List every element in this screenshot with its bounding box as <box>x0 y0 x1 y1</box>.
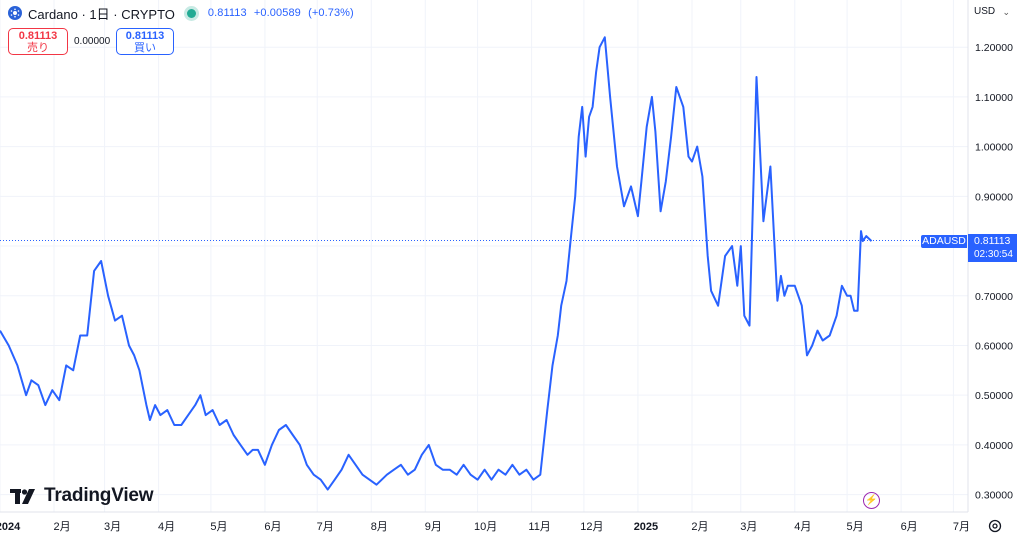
price-tick-label: 0.30000 <box>975 490 1013 502</box>
sell-price: 0.81113 <box>18 29 58 42</box>
time-tick-label: 2月 <box>53 521 70 533</box>
time-tick-label: 6月 <box>264 521 281 533</box>
price-tick-label: 1.20000 <box>975 42 1013 54</box>
time-tick-label: 7月 <box>317 521 334 533</box>
time-tick-label: 9月 <box>425 521 442 533</box>
time-tick-label: 3月 <box>104 521 121 533</box>
symbol-header: Cardano · 1日 · CRYPTO 0.81113 +0.00589 (… <box>8 4 358 22</box>
time-tick-label: 2月 <box>691 521 708 533</box>
market-open-indicator <box>186 8 196 18</box>
buy-price: 0.81113 <box>125 29 165 42</box>
flash-icon[interactable]: ⚡ <box>863 492 880 509</box>
time-tick-label: 2024 <box>0 521 21 533</box>
price-tick-label: 0.60000 <box>975 340 1013 352</box>
time-tick-label: 12月 <box>580 521 603 533</box>
price-change: +0.00589 <box>253 7 301 19</box>
cardano-logo-icon <box>8 6 22 20</box>
spread-value: 0.00000 <box>74 36 111 47</box>
time-axis[interactable]: 2024 2月 3月 4月 5月 6月 7月 8月 9月 10月 11月 12月 2025 2月 3月 4月 5… <box>0 521 970 533</box>
time-tick-label: 3月 <box>740 521 757 533</box>
buy-label: 買い <box>134 41 156 54</box>
last-price: 0.81113 <box>207 7 247 19</box>
sell-label: 売り <box>27 41 49 54</box>
tradingview-logo[interactable]: TradingView <box>10 485 154 507</box>
last-price-tag-value: 0.81113 <box>974 235 1011 247</box>
trade-buttons: 0.81113 売り 0.00000 0.81113 買い <box>8 28 174 55</box>
symbol-title[interactable]: Cardano · 1日 · CRYPTO <box>28 6 175 22</box>
price-axis[interactable]: 1.200001.100001.000000.900000.800000.700… <box>975 42 1013 501</box>
bar-countdown: 02:30:54 <box>974 249 1013 260</box>
price-change-percent: (+0.73%) <box>308 7 354 19</box>
currency-label: USD <box>974 6 996 17</box>
time-tick-label: 7月 <box>953 521 970 533</box>
price-tick-label: 1.00000 <box>975 142 1013 154</box>
price-tick-label: 0.40000 <box>975 440 1013 452</box>
time-tick-label: 4月 <box>158 521 175 533</box>
logo-wordmark: TradingView <box>44 485 154 506</box>
sell-button[interactable]: 0.81113 売り <box>8 28 68 55</box>
ada-price-line <box>0 36 873 491</box>
symbol-price-tag: ADAUSD <box>921 235 967 248</box>
currency-selector[interactable]: USD ⌄ <box>968 2 1018 22</box>
price-change-readout: 0.81113 +0.00589 (+0.73%) <box>208 7 358 19</box>
time-tick-label: 4月 <box>794 521 811 533</box>
time-tick-label: 2025 <box>634 521 658 533</box>
buy-button[interactable]: 0.81113 買い <box>116 28 174 55</box>
grid-lines <box>0 0 968 512</box>
price-tick-label: 1.10000 <box>975 92 1013 104</box>
price-tick-label: 0.50000 <box>975 390 1013 402</box>
last-price-tag: 0.81113 02:30:54 <box>968 234 1017 262</box>
time-tick-label: 11月 <box>528 521 550 533</box>
price-tick-label: 0.90000 <box>975 191 1013 203</box>
settings-gear-icon[interactable] <box>987 518 1003 534</box>
price-tick-label: 0.70000 <box>975 291 1013 303</box>
time-tick-label: 5月 <box>210 521 227 533</box>
time-tick-label: 8月 <box>371 521 388 533</box>
time-tick-label: 10月 <box>474 521 497 533</box>
tradingview-logo-icon <box>10 488 35 504</box>
chevron-down-icon: ⌄ <box>1002 7 1010 17</box>
time-tick-label: 6月 <box>901 521 918 533</box>
time-tick-label: 5月 <box>847 521 864 533</box>
